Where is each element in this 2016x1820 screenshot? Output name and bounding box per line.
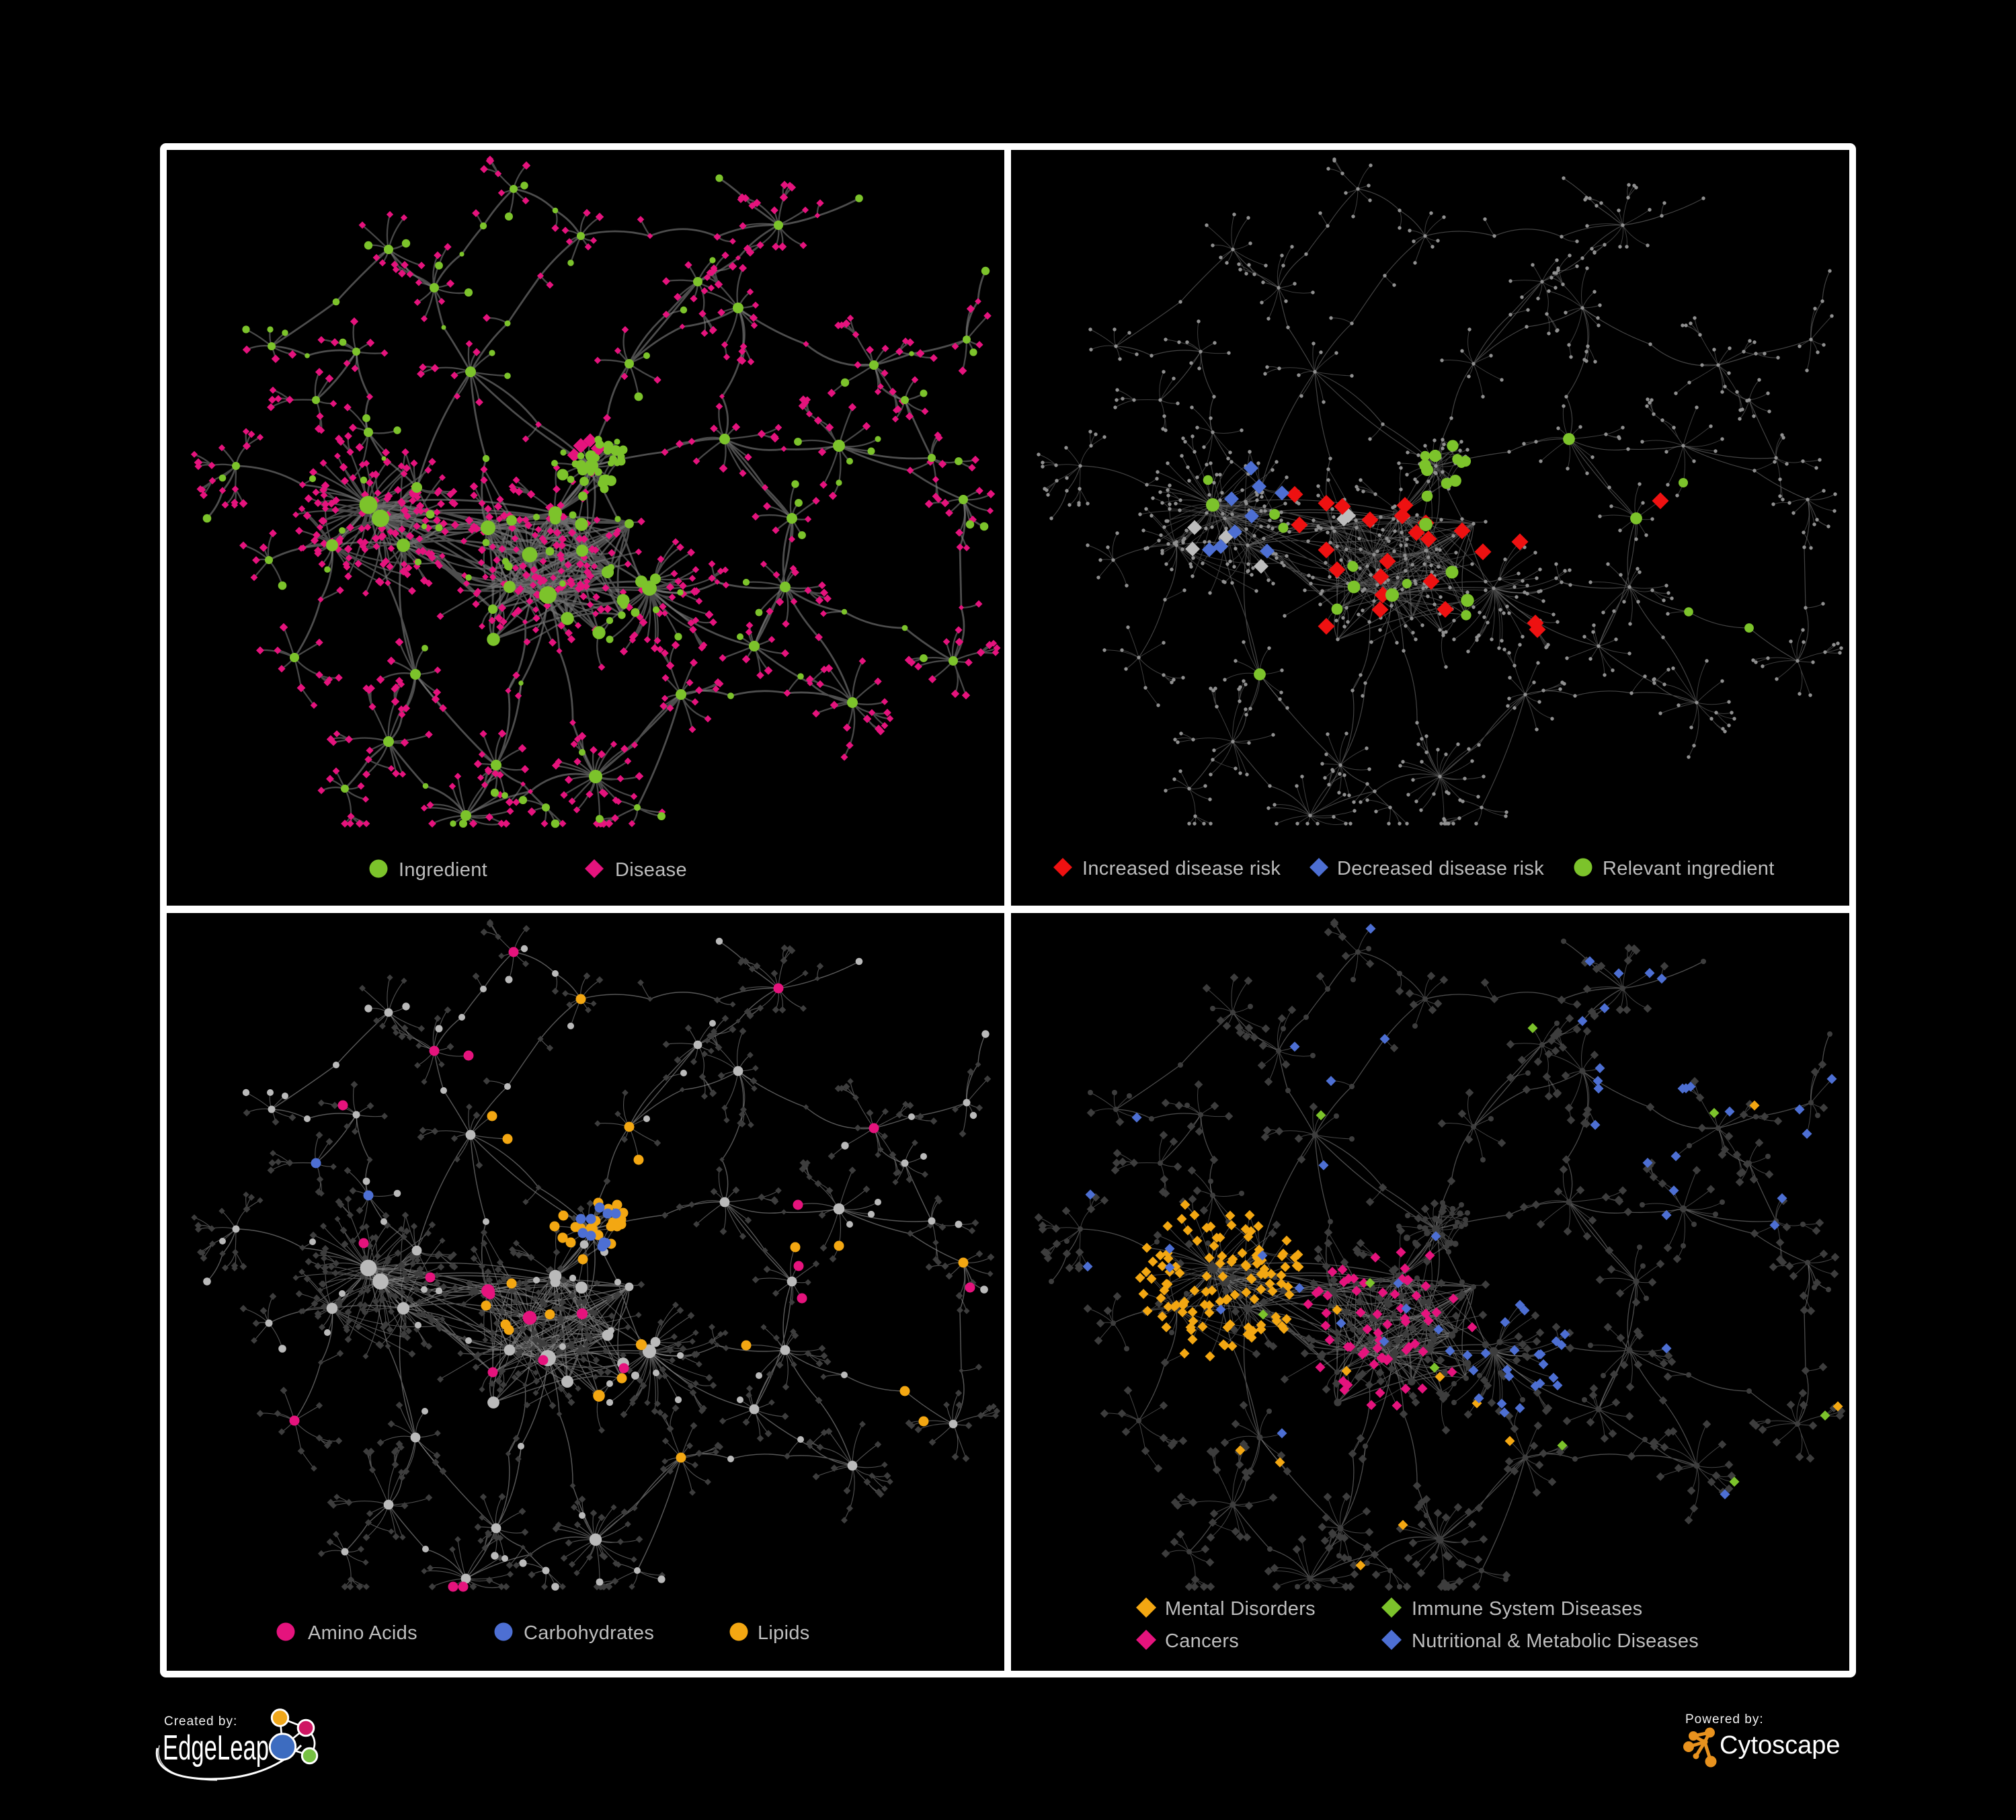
svg-text:Powered by:: Powered by: [1685, 1712, 1764, 1727]
svg-text:Decreased disease risk: Decreased disease risk [1337, 858, 1544, 879]
svg-text:Increased disease risk: Increased disease risk [1082, 858, 1281, 879]
svg-text:Ingredient: Ingredient [399, 859, 487, 881]
svg-text:Nutritional & Metabolic Diseas: Nutritional & Metabolic Diseases [1412, 1630, 1699, 1652]
svg-text:Carbohydrates: Carbohydrates [524, 1622, 654, 1644]
svg-text:Lipids: Lipids [758, 1622, 810, 1644]
svg-text:EdgeLeap: EdgeLeap [163, 1729, 269, 1768]
svg-text:Created by:: Created by: [164, 1714, 237, 1729]
svg-text:Disease: Disease [615, 859, 687, 881]
svg-text:Mental Disorders: Mental Disorders [1165, 1598, 1316, 1620]
svg-text:Cytoscape: Cytoscape [1720, 1731, 1841, 1759]
svg-text:Amino Acids: Amino Acids [308, 1622, 417, 1644]
svg-text:Immune System Diseases: Immune System Diseases [1412, 1598, 1642, 1620]
svg-text:Cancers: Cancers [1165, 1630, 1239, 1652]
svg-text:Relevant ingredient: Relevant ingredient [1603, 858, 1775, 879]
